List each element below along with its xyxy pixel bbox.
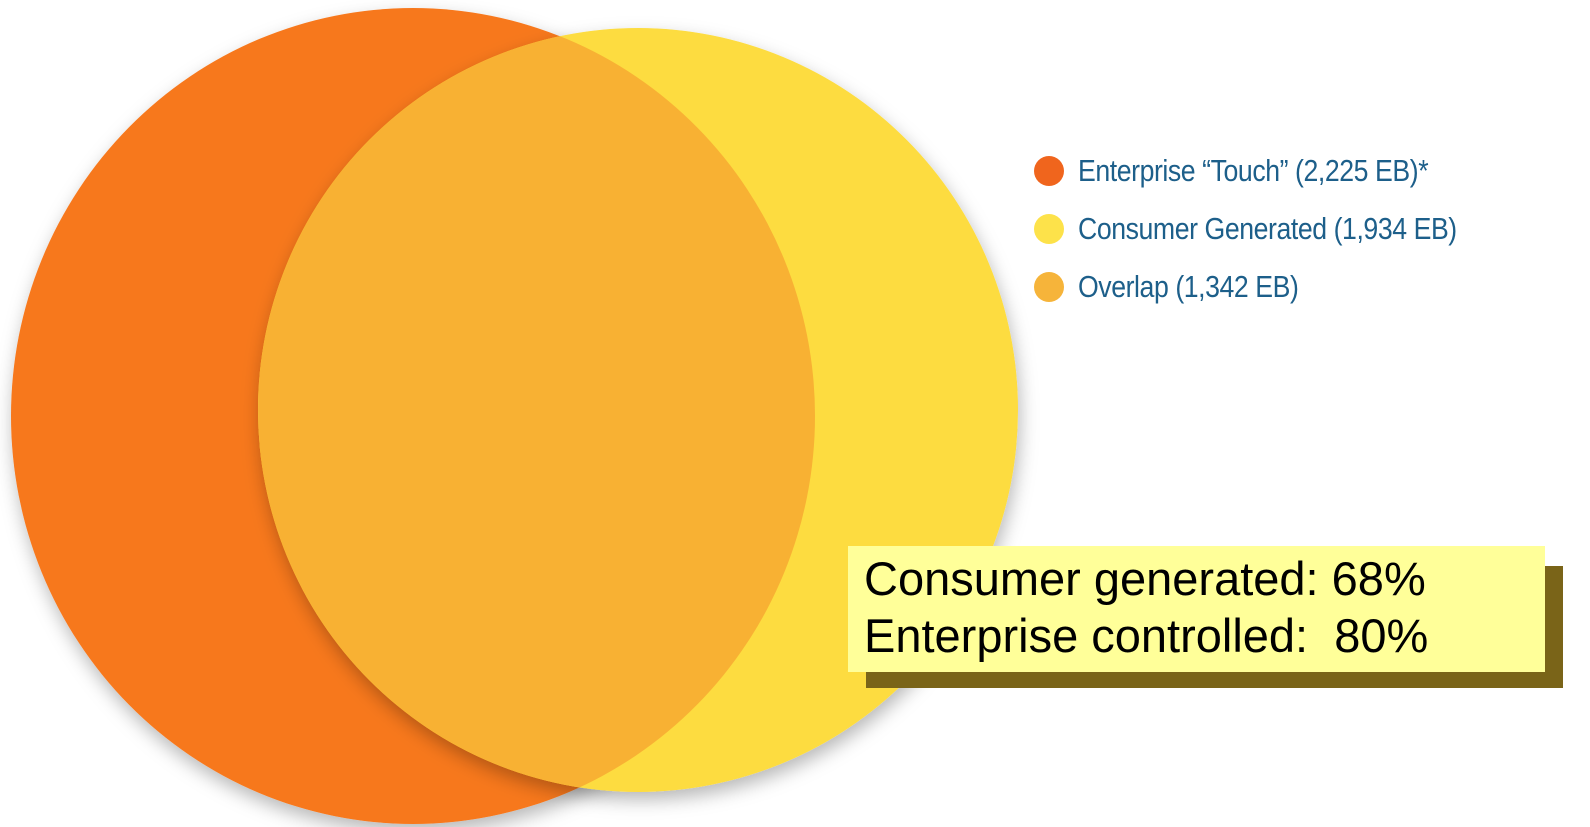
consumer-dot-icon xyxy=(1034,214,1064,244)
note-enterprise-controlled: Enterprise controlled: 80% xyxy=(864,609,1429,662)
overlap-dot-icon xyxy=(1034,272,1064,302)
callout-note: Consumer generated: 68% Enterprise contr… xyxy=(848,546,1545,672)
legend-label-consumer: Consumer Generated (1,934 EB) xyxy=(1078,211,1457,246)
legend-item-consumer: Consumer Generated (1,934 EB) xyxy=(1034,200,1518,258)
legend-label-overlap: Overlap (1,342 EB) xyxy=(1078,269,1299,304)
overlap-region xyxy=(258,28,815,792)
legend: Enterprise “Touch” (2,225 EB)* Consumer … xyxy=(1034,142,1518,316)
note-consumer-generated: Consumer generated: 68% xyxy=(864,552,1426,605)
legend-item-overlap: Overlap (1,342 EB) xyxy=(1034,258,1518,316)
legend-label-enterprise: Enterprise “Touch” (2,225 EB)* xyxy=(1078,153,1429,188)
legend-item-enterprise: Enterprise “Touch” (2,225 EB)* xyxy=(1034,142,1518,200)
enterprise-dot-icon xyxy=(1034,156,1064,186)
